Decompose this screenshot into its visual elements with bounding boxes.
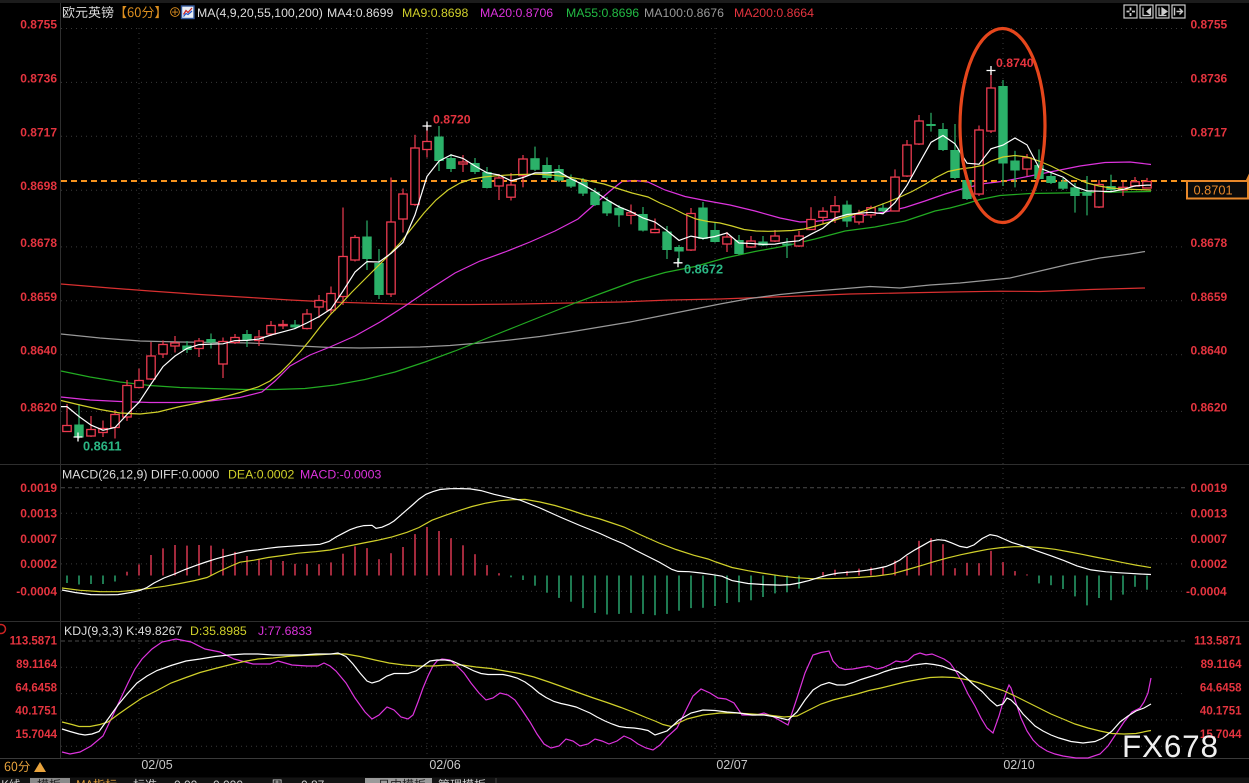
svg-text:0.8640: 0.8640 bbox=[1191, 344, 1228, 358]
svg-text:0.0002: 0.0002 bbox=[20, 557, 57, 571]
svg-text:-0.0004: -0.0004 bbox=[16, 585, 57, 599]
svg-text:0.8740: 0.8740 bbox=[996, 56, 1034, 70]
svg-text:0.0019: 0.0019 bbox=[20, 481, 57, 495]
svg-text:KDJ(9,3,3) K:49.8267: KDJ(9,3,3) K:49.8267 bbox=[64, 624, 182, 638]
svg-text:J:77.6833: J:77.6833 bbox=[258, 624, 312, 638]
svg-text:MA(4,9,20,55,100,200): MA(4,9,20,55,100,200) bbox=[197, 6, 323, 20]
svg-text:113.5871: 113.5871 bbox=[1194, 636, 1242, 648]
svg-text:0.8678: 0.8678 bbox=[20, 236, 57, 250]
svg-text:MA100:0.8676: MA100:0.8676 bbox=[644, 6, 724, 20]
svg-text:0.8717: 0.8717 bbox=[1191, 125, 1228, 139]
svg-text:0.8678: 0.8678 bbox=[1191, 236, 1228, 250]
svg-text:64.6458: 64.6458 bbox=[1200, 682, 1242, 694]
svg-text:FX678: FX678 bbox=[1122, 728, 1219, 764]
svg-text:0.0007: 0.0007 bbox=[20, 532, 57, 546]
svg-text:0.8659: 0.8659 bbox=[20, 290, 57, 304]
svg-text:0.0002: 0.0002 bbox=[1191, 557, 1228, 571]
svg-text:0.8611: 0.8611 bbox=[83, 439, 121, 454]
svg-text:MACD(26,12,9) DIFF:0.0000: MACD(26,12,9) DIFF:0.0000 bbox=[62, 468, 219, 482]
svg-text:0.8736: 0.8736 bbox=[1191, 71, 1228, 85]
svg-text:0.0019: 0.0019 bbox=[1191, 481, 1228, 495]
svg-text:0.8659: 0.8659 bbox=[1191, 290, 1228, 304]
svg-text:MA55:0.8696: MA55:0.8696 bbox=[566, 6, 639, 20]
svg-text:0.0013: 0.0013 bbox=[1191, 507, 1228, 521]
svg-text:15.7044: 15.7044 bbox=[1200, 729, 1242, 741]
svg-text:0.000: 0.000 bbox=[213, 778, 243, 783]
svg-text:0.8620: 0.8620 bbox=[1191, 400, 1228, 414]
svg-text:02/10: 02/10 bbox=[1003, 758, 1034, 772]
svg-text:D:35.8985: D:35.8985 bbox=[190, 624, 247, 638]
svg-text:-0.0004: -0.0004 bbox=[1186, 585, 1227, 599]
svg-text:0.8755: 0.8755 bbox=[1191, 18, 1228, 32]
svg-text:MA20:0.8706: MA20:0.8706 bbox=[480, 6, 553, 20]
svg-text:0.8701: 0.8701 bbox=[1194, 183, 1233, 198]
svg-text:0.8736: 0.8736 bbox=[20, 71, 57, 85]
svg-text:0.8698: 0.8698 bbox=[20, 179, 57, 193]
svg-text:0.0013: 0.0013 bbox=[20, 507, 57, 521]
svg-text:0.8640: 0.8640 bbox=[20, 344, 57, 358]
svg-text:DEA:0.0002: DEA:0.0002 bbox=[228, 468, 294, 482]
svg-text:0.8755: 0.8755 bbox=[20, 18, 57, 32]
svg-text:0.87: 0.87 bbox=[301, 778, 325, 783]
svg-text:64.6458: 64.6458 bbox=[15, 682, 57, 694]
svg-text:0.8620: 0.8620 bbox=[20, 400, 57, 414]
svg-text:0.00: 0.00 bbox=[174, 778, 198, 783]
svg-text:MACD:-0.0003: MACD:-0.0003 bbox=[300, 468, 381, 482]
svg-text:15.7044: 15.7044 bbox=[15, 729, 57, 741]
svg-text:MA4:0.8699: MA4:0.8699 bbox=[327, 6, 393, 20]
svg-text:0.0007: 0.0007 bbox=[1191, 532, 1228, 546]
svg-text:02/06: 02/06 bbox=[429, 758, 460, 772]
svg-text:0.8717: 0.8717 bbox=[20, 125, 57, 139]
svg-text:02/05: 02/05 bbox=[141, 758, 172, 772]
svg-text:89.1164: 89.1164 bbox=[1201, 659, 1243, 671]
svg-text:0.8672: 0.8672 bbox=[684, 262, 723, 277]
svg-text:113.5871: 113.5871 bbox=[10, 636, 58, 648]
svg-text:02/07: 02/07 bbox=[716, 758, 747, 772]
svg-text:0.8720: 0.8720 bbox=[433, 113, 471, 127]
svg-text:40.1751: 40.1751 bbox=[1200, 706, 1242, 718]
svg-text:40.1751: 40.1751 bbox=[15, 706, 57, 718]
svg-text:89.1164: 89.1164 bbox=[16, 659, 58, 671]
svg-text:MA200:0.8664: MA200:0.8664 bbox=[734, 6, 814, 20]
svg-text:MA9:0.8698: MA9:0.8698 bbox=[402, 6, 468, 20]
